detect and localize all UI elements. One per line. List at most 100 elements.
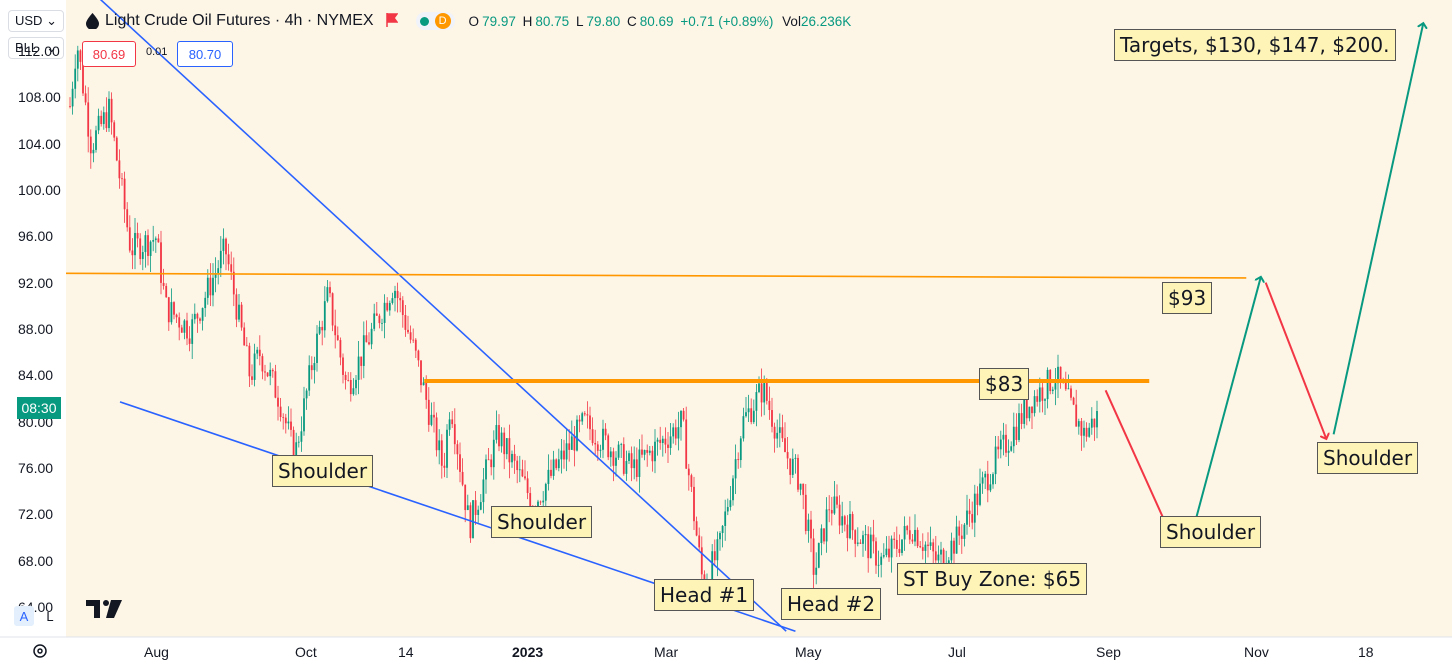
- candle-body: [646, 449, 649, 453]
- candle-body: [139, 238, 142, 260]
- candle-body: [370, 328, 373, 345]
- annotation-targets[interactable]: Targets, $130, $147, $200.: [1114, 29, 1396, 61]
- log-scale-button[interactable]: L: [46, 608, 54, 624]
- candle-body: [459, 454, 461, 472]
- candle-body: [677, 427, 680, 439]
- candle-body: [716, 539, 719, 561]
- annotation-shoulder-3[interactable]: Shoulder: [1160, 516, 1262, 548]
- candle-body: [87, 102, 90, 137]
- candle-body: [539, 501, 542, 503]
- candle-body: [747, 408, 750, 413]
- candle-body: [482, 479, 485, 503]
- candle-body: [1067, 388, 1070, 390]
- candle-body: [1057, 366, 1059, 384]
- candle-body: [669, 436, 672, 448]
- flag-icon[interactable]: [385, 12, 399, 30]
- candle-body: [1054, 383, 1057, 390]
- symbol-legend[interactable]: Light Crude Oil Futures · 4h · NYMEX D O…: [86, 8, 854, 34]
- candle-body: [984, 473, 987, 478]
- price-tick-label: 68.00: [18, 552, 54, 569]
- candle-body: [872, 534, 875, 542]
- candle-body: [885, 548, 888, 556]
- candle-body: [771, 410, 773, 427]
- candle-body: [1051, 389, 1054, 392]
- candle-body: [1085, 427, 1088, 437]
- candle-body: [414, 339, 417, 351]
- annotation-buy-zone[interactable]: ST Buy Zone: $65: [897, 563, 1088, 595]
- annotation-level-83[interactable]: $83: [979, 368, 1030, 400]
- candle-body: [378, 315, 381, 324]
- annotation-head-1[interactable]: Head #1: [654, 579, 755, 611]
- candle-body: [563, 450, 565, 460]
- currency-select[interactable]: USD ⌄: [8, 10, 64, 32]
- candle-body: [152, 240, 155, 242]
- candle-body: [464, 484, 467, 511]
- candle-body: [388, 302, 391, 311]
- unit-label: BLL: [15, 40, 39, 55]
- candle-body: [841, 516, 844, 526]
- candle-body: [399, 298, 402, 301]
- candle-body: [997, 446, 1000, 450]
- candle-body: [901, 539, 903, 553]
- candle-body: [726, 507, 729, 512]
- candle-body: [687, 468, 690, 476]
- candle-body: [758, 383, 760, 393]
- candle-body: [594, 443, 597, 445]
- trendline-falling-upper: [99, 0, 787, 632]
- candle-body: [919, 546, 922, 548]
- candle-body: [188, 338, 191, 344]
- candle-body: [76, 50, 79, 69]
- candle-body: [820, 528, 823, 544]
- price-tick-label: 88.00: [18, 321, 54, 338]
- candle-body: [875, 541, 877, 566]
- oil-drop-icon: [86, 13, 99, 30]
- time-tick-label: Aug: [144, 644, 169, 660]
- candle-body: [269, 369, 272, 377]
- candle-body: [661, 438, 664, 444]
- candle-body: [141, 252, 144, 260]
- candle-body: [477, 509, 480, 515]
- market-status[interactable]: D: [415, 12, 455, 30]
- candle-body: [641, 449, 643, 455]
- candle-body: [253, 353, 256, 380]
- candle-body: [1005, 434, 1007, 453]
- candle-body: [97, 115, 100, 131]
- candle-body: [812, 538, 815, 575]
- candle-body: [760, 383, 763, 403]
- auto-scale-button[interactable]: A: [14, 606, 34, 626]
- sell-price-box[interactable]: 80.69: [82, 41, 136, 67]
- candle-body: [310, 365, 313, 371]
- candle-body: [238, 304, 240, 320]
- buy-price-box[interactable]: 80.70: [177, 41, 233, 67]
- annotation-shoulder-1[interactable]: Shoulder: [272, 455, 374, 487]
- candle-body: [102, 112, 105, 125]
- candle-body: [453, 424, 456, 445]
- candle-body: [1044, 399, 1046, 401]
- candle-body: [994, 446, 997, 475]
- candle-body: [573, 436, 576, 451]
- candle-body: [739, 438, 742, 461]
- candle-body: [461, 471, 464, 485]
- candle-body: [947, 560, 950, 566]
- unit-select[interactable]: BLL ⌄: [8, 37, 64, 59]
- candle-body: [316, 333, 318, 364]
- annotation-shoulder-4[interactable]: Shoulder: [1317, 442, 1419, 474]
- candle-body: [365, 335, 368, 343]
- candle-body: [773, 426, 776, 439]
- candle-body: [277, 397, 279, 407]
- spread-value: 0.01: [146, 46, 168, 58]
- candle-body: [656, 439, 659, 442]
- candle-body: [628, 453, 630, 461]
- candle-body: [222, 238, 225, 251]
- candle-body: [1072, 397, 1075, 405]
- annotation-head-2[interactable]: Head #2: [781, 588, 882, 620]
- candle-body: [513, 453, 516, 461]
- annotation-level-93[interactable]: $93: [1162, 282, 1213, 314]
- annotation-shoulder-2[interactable]: Shoulder: [491, 506, 593, 538]
- candle-body: [960, 535, 963, 539]
- candle-body: [1090, 418, 1093, 428]
- candle-body: [1036, 396, 1039, 402]
- candle-body: [344, 374, 347, 380]
- settings-gear-icon[interactable]: [31, 642, 49, 665]
